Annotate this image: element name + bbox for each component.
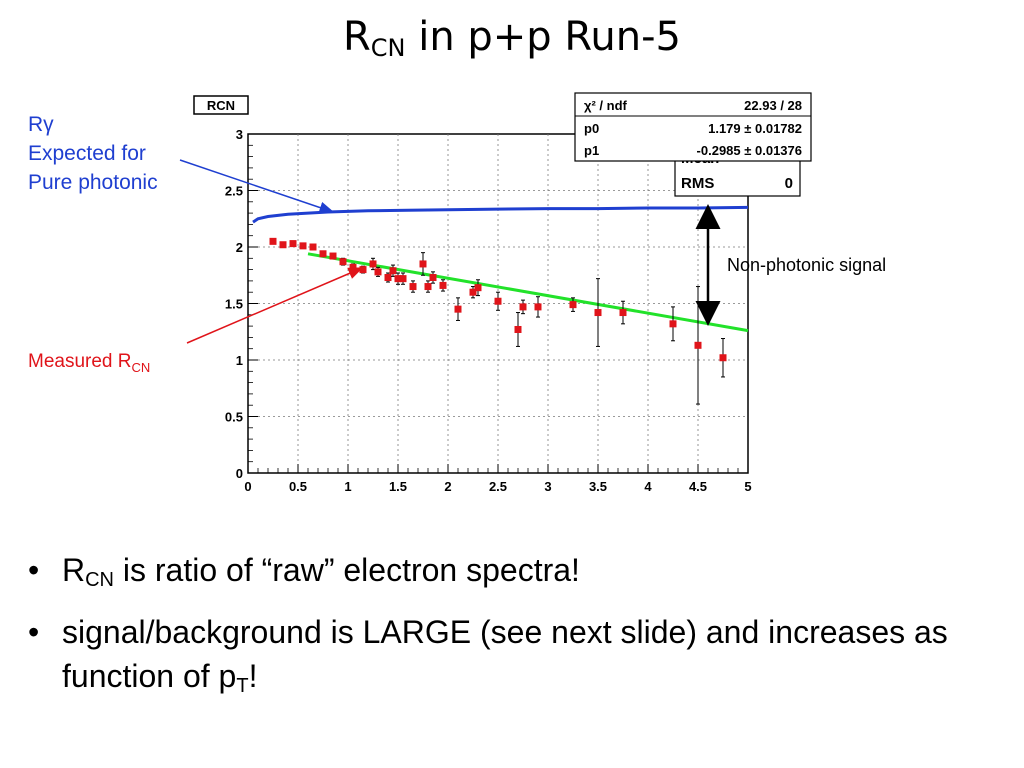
x-tick-label: 0.5 <box>289 479 307 494</box>
fit-row-chi2-value: 22.93 / 28 <box>744 98 802 113</box>
x-tick-label: 2.5 <box>489 479 507 494</box>
bullet-item: RCN is ratio of “raw” electron spectra! <box>28 548 988 602</box>
measured-point <box>439 281 447 289</box>
expected-annotation-line1: Rγ <box>28 113 54 136</box>
measured-point <box>279 241 287 249</box>
measured-point <box>329 252 337 260</box>
measured-point <box>594 309 602 317</box>
y-tick-label: 3 <box>236 127 243 142</box>
measured-point <box>369 260 377 268</box>
fit-stats-box: χ² / ndf 22.93 / 28 p0 1.179 ± 0.01782 p… <box>574 92 812 162</box>
measured-point <box>469 288 477 296</box>
measured-point <box>319 250 327 258</box>
measured-point <box>534 303 542 311</box>
measured-point <box>619 309 627 317</box>
rcn-plot: RCN 0 0.5 1 1.5 2 2.5 3 3.5 4 4.5 5 00.511.522.53 … <box>179 92 812 494</box>
x-tick-label: 0 <box>244 479 251 494</box>
x-tick-label: 3 <box>544 479 551 494</box>
measured-point <box>374 268 382 276</box>
data-series <box>252 205 749 405</box>
y-tick-label: 0.5 <box>225 410 243 425</box>
fit-row-p0-label: p0 <box>584 121 599 136</box>
x-tick-labels: 0 0.5 1 1.5 2 2.5 3 3.5 4 4.5 5 <box>244 479 751 494</box>
measured-point <box>384 274 392 282</box>
fit-row-chi2-label: χ² / ndf <box>584 98 628 113</box>
measured-point <box>359 266 367 274</box>
measured-point <box>569 301 577 309</box>
x-tick-label: 4 <box>644 479 652 494</box>
x-tick-label: 1.5 <box>389 479 407 494</box>
measured-point <box>419 260 427 268</box>
x-tick-label: 3.5 <box>589 479 607 494</box>
measured-point <box>389 267 397 275</box>
fit-line <box>307 252 749 333</box>
y-tick-label: 1.5 <box>225 297 243 312</box>
y-tick-label: 2.5 <box>225 184 243 199</box>
measured-point <box>299 242 307 250</box>
expected-annotation-line2: Expected for <box>28 142 146 165</box>
measured-point <box>339 258 347 266</box>
fit-row-p1-label: p1 <box>584 143 599 158</box>
stats-rms-label: RMS <box>681 175 714 192</box>
measured-point <box>669 320 677 328</box>
measured-point <box>399 275 407 283</box>
measured-point <box>309 243 317 251</box>
measured-point <box>494 297 502 305</box>
expected-annotation-line3: Pure photonic <box>28 171 158 194</box>
y-tick-labels: 0 0.5 1 1.5 2 2.5 3 <box>225 127 243 481</box>
grid <box>248 134 748 473</box>
x-tick-label: 5 <box>744 479 751 494</box>
y-tick-label: 1 <box>236 353 243 368</box>
expected-photonic-curve <box>252 205 749 224</box>
non-photonic-label: Non-photonic signal <box>727 255 887 275</box>
measured-point <box>289 240 297 248</box>
fit-row-p1-value: -0.2985 ± 0.01376 <box>697 143 802 158</box>
histogram-title: RCN <box>207 98 235 113</box>
measured-point <box>429 274 437 282</box>
measured-point <box>424 283 432 291</box>
y-tick-label: 2 <box>236 240 243 255</box>
measured-point <box>409 283 417 291</box>
measured-point <box>719 354 727 362</box>
expected-arrow <box>179 159 335 214</box>
measured-point <box>394 275 402 283</box>
measured-point <box>514 325 522 333</box>
x-tick-label: 4.5 <box>689 479 707 494</box>
fit-row-p0-value: 1.179 ± 0.01782 <box>708 121 802 136</box>
stats-rms-value: 0 <box>785 175 793 192</box>
measured-arrow <box>186 267 364 344</box>
axis-ticks <box>247 133 749 474</box>
measured-point <box>694 341 702 349</box>
expected-annotation: Rγ Expected for Pure photonic <box>28 110 158 197</box>
slide-title: RCN in p+p Run-5 <box>342 14 681 62</box>
histogram-title-box <box>193 95 249 115</box>
measured-point <box>474 284 482 292</box>
measured-point <box>269 237 277 245</box>
bullet-item: signal/background is LARGE (see next sli… <box>28 610 988 708</box>
bullet-list: RCN is ratio of “raw” electron spectra! … <box>28 548 988 716</box>
y-tick-label: 0 <box>236 466 243 481</box>
x-tick-label: 2 <box>444 479 451 494</box>
measured-point <box>454 305 462 313</box>
measured-point <box>519 303 527 311</box>
x-tick-label: 1 <box>344 479 351 494</box>
measured-annotation: Measured RCN <box>28 351 151 375</box>
measured-point <box>349 263 357 271</box>
